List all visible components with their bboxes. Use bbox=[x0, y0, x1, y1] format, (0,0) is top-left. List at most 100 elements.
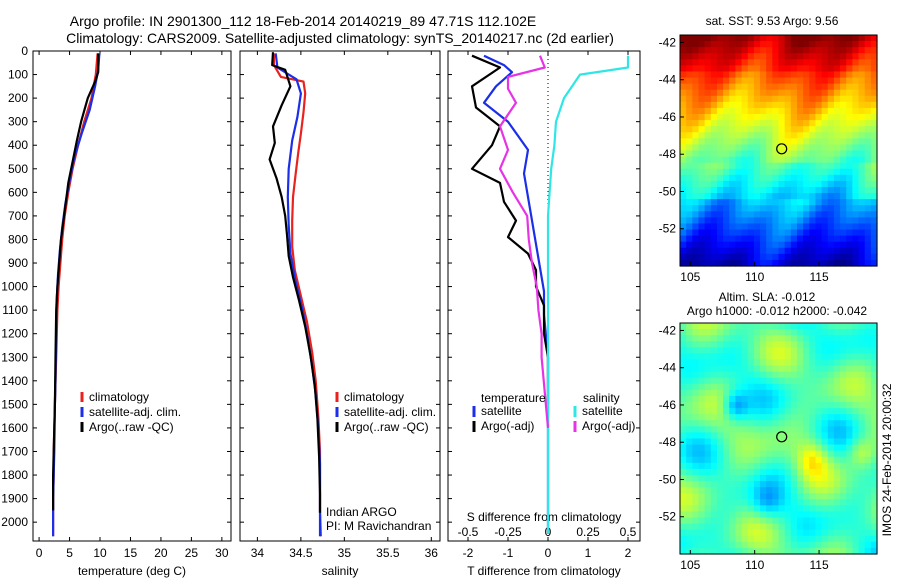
heatmap-cell bbox=[846, 199, 853, 206]
heatmap-cell bbox=[821, 186, 829, 194]
heatmap-cell bbox=[772, 199, 780, 206]
heatmap-cell bbox=[735, 235, 743, 243]
heatmap-cell bbox=[680, 168, 687, 176]
heatmap-cell bbox=[753, 359, 761, 367]
heatmap-cell bbox=[821, 389, 829, 397]
heatmap-cell bbox=[846, 347, 853, 354]
heatmap-cell bbox=[858, 47, 866, 54]
heatmap-cell bbox=[852, 259, 860, 267]
heatmap-cell bbox=[772, 77, 780, 85]
legend-label: satellite bbox=[582, 404, 623, 418]
heatmap-cell bbox=[729, 174, 737, 182]
heatmap-cell bbox=[692, 180, 700, 188]
heatmap-cell bbox=[710, 95, 718, 103]
heatmap-cell bbox=[692, 193, 700, 200]
heatmap-cell bbox=[723, 101, 730, 109]
heatmap-cell bbox=[753, 83, 761, 91]
heatmap-cell bbox=[809, 186, 817, 194]
depth-tick-label: 500 bbox=[8, 162, 28, 176]
heatmap-cell bbox=[821, 505, 829, 513]
heatmap-cell bbox=[840, 144, 847, 152]
heatmap-cell bbox=[698, 383, 706, 391]
heatmap-cell bbox=[710, 353, 718, 361]
s-axis-label: S difference from climatology bbox=[467, 510, 622, 524]
heatmap-cell bbox=[698, 241, 706, 249]
heatmap-cell bbox=[723, 180, 730, 188]
sst-map-panel: sat. SST: 9.53 Argo: 9.56 105 110 115-42-4… bbox=[659, 14, 878, 284]
heatmap-cell bbox=[729, 395, 737, 403]
heatmap-cell bbox=[741, 468, 749, 476]
heatmap-cell bbox=[772, 371, 780, 379]
heatmap-cell bbox=[796, 241, 804, 249]
heatmap-cell bbox=[796, 365, 804, 373]
heatmap-cell bbox=[686, 499, 693, 506]
heatmap-cell bbox=[796, 438, 804, 446]
heatmap-cell bbox=[827, 481, 835, 488]
heatmap-cell bbox=[796, 523, 804, 531]
heatmap-cell bbox=[747, 41, 755, 48]
heatmap-cell bbox=[741, 432, 749, 440]
heatmap-cell bbox=[735, 371, 743, 379]
heatmap-cell bbox=[833, 408, 841, 415]
heatmap-cell bbox=[852, 383, 860, 391]
heatmap-cell bbox=[833, 41, 841, 48]
heatmap-cell bbox=[741, 241, 749, 249]
heatmap-cell bbox=[790, 89, 798, 97]
heatmap-cell bbox=[790, 174, 798, 182]
heatmap-cell bbox=[747, 462, 755, 470]
heatmap-cell bbox=[772, 377, 780, 385]
heatmap-cell bbox=[698, 323, 706, 330]
heatmap-cell bbox=[723, 493, 730, 500]
heatmap-cell bbox=[760, 101, 767, 109]
heatmap-cell bbox=[846, 389, 853, 397]
heatmap-cell bbox=[692, 395, 700, 403]
heatmap-cell bbox=[821, 77, 829, 85]
heatmap-cell bbox=[803, 517, 810, 525]
heatmap-cell bbox=[692, 541, 700, 549]
heatmap-cell bbox=[790, 35, 798, 42]
heatmap-cell bbox=[784, 174, 792, 182]
heatmap-cell bbox=[710, 77, 718, 85]
heatmap-cell bbox=[840, 150, 847, 158]
heatmap-cell bbox=[870, 253, 878, 261]
heatmap-cell bbox=[741, 365, 749, 373]
heatmap-cell bbox=[760, 107, 767, 115]
heatmap-cell bbox=[790, 83, 798, 91]
heatmap-cell bbox=[760, 389, 767, 397]
x-tick-label: 115 bbox=[809, 558, 828, 572]
heatmap-cell bbox=[796, 487, 804, 494]
y-tick-label: -52 bbox=[659, 510, 677, 524]
heatmap-cell bbox=[735, 132, 743, 139]
heatmap-cell bbox=[753, 35, 761, 42]
heatmap-cell bbox=[698, 150, 706, 158]
heatmap-cell bbox=[846, 353, 853, 361]
heatmap-cell bbox=[778, 523, 786, 531]
heatmap-cell bbox=[796, 229, 804, 237]
heatmap-cell bbox=[753, 481, 761, 488]
heatmap-cell bbox=[803, 432, 810, 440]
heatmap-cell bbox=[710, 529, 718, 537]
heatmap-cell bbox=[864, 126, 872, 133]
heatmap-cell bbox=[858, 353, 866, 361]
heatmap-cell bbox=[704, 95, 712, 103]
heatmap-cell bbox=[680, 347, 687, 354]
heatmap-cell bbox=[772, 59, 780, 66]
heatmap-cell bbox=[778, 126, 786, 133]
heatmap-cell bbox=[729, 223, 737, 231]
heatmap-cell bbox=[741, 474, 749, 482]
heatmap-cell bbox=[870, 511, 878, 519]
heatmap-cell bbox=[815, 341, 823, 348]
heatmap-cell bbox=[772, 180, 780, 188]
heatmap-cell bbox=[803, 450, 810, 458]
x-tick-label: 0 bbox=[545, 546, 552, 560]
heatmap-cell bbox=[870, 35, 878, 42]
x-tick-label: 34 bbox=[251, 546, 265, 560]
heatmap-cell bbox=[735, 535, 743, 543]
heatmap-cell bbox=[809, 241, 817, 249]
heatmap-cell bbox=[704, 414, 712, 421]
heatmap-cell bbox=[790, 408, 798, 415]
heatmap-cell bbox=[852, 150, 860, 158]
heatmap-cell bbox=[833, 241, 841, 249]
heatmap-cell bbox=[840, 523, 847, 531]
heatmap-cell bbox=[790, 529, 798, 537]
